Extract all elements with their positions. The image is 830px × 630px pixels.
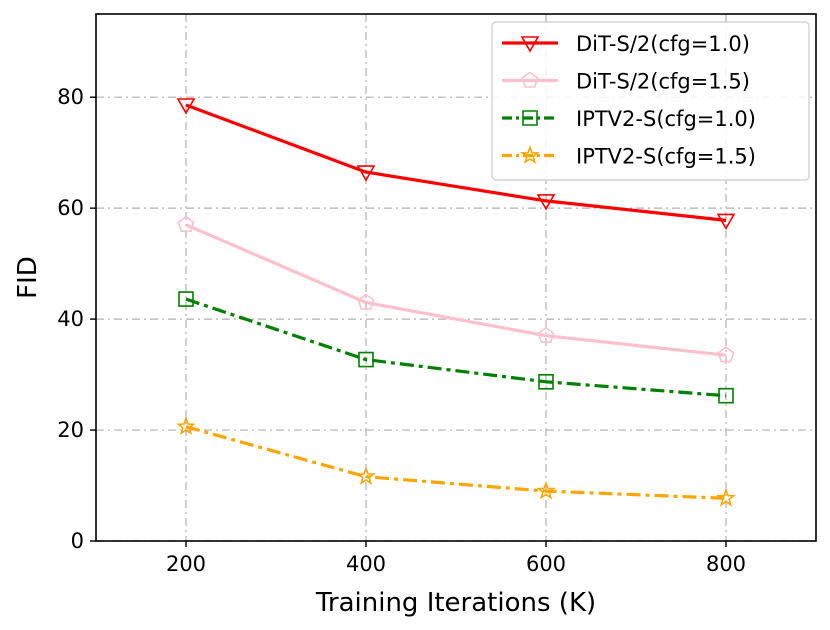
series-line xyxy=(185,103,727,222)
series-line xyxy=(185,223,727,357)
data-point xyxy=(536,480,556,500)
series-layer xyxy=(176,98,736,507)
y-tick-label: 80 xyxy=(57,85,84,109)
legend-marker xyxy=(522,110,538,126)
legend-item: DiT-S/2(cfg=1.5) xyxy=(502,70,750,94)
legend-marker xyxy=(520,145,540,164)
x-tick-label: 200 xyxy=(166,552,206,576)
data-point xyxy=(718,387,734,404)
legend-item: IPTV2-S(cfg=1.0) xyxy=(502,107,756,131)
legend-label: DiT-S/2(cfg=1.5) xyxy=(576,70,750,94)
data-point xyxy=(716,488,736,507)
y-tick-label: 0 xyxy=(71,529,84,553)
data-point xyxy=(178,291,194,307)
x-tick-label: 800 xyxy=(706,552,746,576)
legend: DiT-S/2(cfg=1.0) DiT-S/2(cfg=1.5) IPTV2-S(… xyxy=(491,21,810,181)
series-1 xyxy=(176,98,736,231)
legend-marker xyxy=(521,71,539,88)
x-tick-label: 400 xyxy=(346,552,386,576)
legend-label: IPTV2-S(cfg=1.0) xyxy=(576,107,756,131)
legend-marker xyxy=(520,36,540,53)
legend-label: IPTV2-S(cfg=1.5) xyxy=(576,145,756,169)
data-point xyxy=(356,165,376,182)
legend-label: DiT-S/2(cfg=1.0) xyxy=(576,32,750,56)
legend-item: DiT-S/2(cfg=1.0) xyxy=(502,32,750,56)
y-tick-label: 40 xyxy=(57,307,84,331)
x-axis-label: Training Iterations (K) xyxy=(315,588,596,618)
legend-box xyxy=(491,21,810,181)
data-point xyxy=(176,416,196,436)
data-point xyxy=(538,373,554,390)
data-point xyxy=(356,466,376,485)
series-3 xyxy=(178,291,734,404)
y-tick-label: 60 xyxy=(57,196,84,220)
y-axis-label: FID xyxy=(13,256,43,299)
series-2 xyxy=(177,215,735,363)
y-tick-label: 20 xyxy=(57,418,84,442)
series-line xyxy=(185,425,727,500)
data-point xyxy=(717,346,735,363)
data-point xyxy=(357,293,375,310)
data-point xyxy=(177,215,195,233)
legend-item: IPTV2-S(cfg=1.5) xyxy=(502,145,756,169)
plot-frame xyxy=(95,13,817,542)
data-point xyxy=(536,194,556,211)
x-tick-label: 600 xyxy=(526,552,566,576)
series-4 xyxy=(176,416,736,507)
data-point xyxy=(716,213,736,231)
data-point xyxy=(537,326,555,344)
ticks: 200 400 600 800 0 20 40 60 80 xyxy=(57,85,746,576)
data-point xyxy=(358,351,374,368)
series-line xyxy=(185,297,727,398)
data-point xyxy=(176,98,196,115)
